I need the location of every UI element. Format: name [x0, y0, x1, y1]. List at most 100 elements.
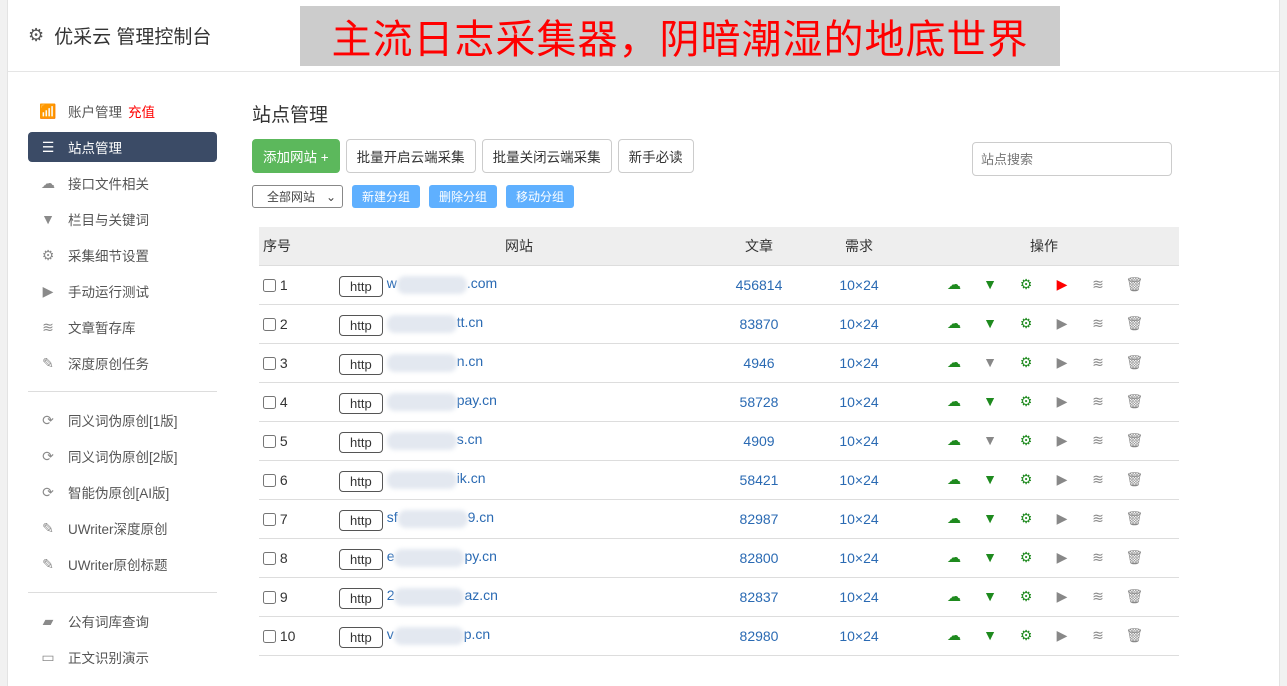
filter-icon[interactable]: ▼ — [983, 471, 997, 487]
article-count[interactable]: 83870 — [709, 304, 809, 344]
add-site-button[interactable]: 添加网站 + — [252, 139, 340, 173]
filter-icon[interactable]: ▼ — [983, 315, 997, 331]
row-checkbox[interactable] — [263, 396, 276, 410]
batch-enable-button[interactable]: 批量开启云端采集 — [345, 139, 476, 173]
cloud-upload-icon[interactable]: ☁ — [947, 315, 961, 331]
sidebar-item[interactable]: ✎ 深度原创任务 — [28, 345, 217, 381]
play-icon[interactable]: ▶ — [1056, 471, 1068, 487]
trash-icon[interactable]: 🗑 — [1125, 549, 1144, 565]
gears-icon[interactable]: ⚙ — [1019, 588, 1033, 604]
play-icon[interactable]: ▶ — [1056, 393, 1068, 409]
protocol-button[interactable]: http — [339, 315, 383, 336]
recharge-link[interactable]: 充值 — [128, 105, 155, 120]
play-icon[interactable]: ▶ — [1056, 510, 1068, 526]
row-checkbox[interactable] — [263, 630, 276, 644]
database-icon[interactable]: ≋ — [1092, 471, 1104, 487]
database-icon[interactable]: ≋ — [1092, 588, 1104, 604]
cloud-upload-icon[interactable]: ☁ — [947, 432, 961, 448]
gears-icon[interactable]: ⚙ — [1019, 393, 1033, 409]
protocol-button[interactable]: http — [339, 627, 383, 648]
row-checkbox[interactable] — [263, 279, 276, 293]
row-checkbox[interactable] — [263, 591, 276, 605]
database-icon[interactable]: ≋ — [1092, 432, 1104, 448]
gears-icon[interactable]: ⚙ — [1019, 471, 1033, 487]
guide-button[interactable]: 新手必读 — [617, 139, 694, 173]
site-link[interactable]: e py.cn — [387, 548, 497, 567]
database-icon[interactable]: ≋ — [1092, 627, 1104, 643]
cloud-upload-icon[interactable]: ☁ — [947, 510, 961, 526]
site-link[interactable]: ik.cn — [386, 470, 485, 489]
trash-icon[interactable]: 🗑 — [1125, 627, 1144, 643]
database-icon[interactable]: ≋ — [1092, 276, 1104, 292]
batch-disable-button[interactable]: 批量关闭云端采集 — [481, 139, 612, 173]
sidebar-item[interactable]: ▼ 栏目与关键词 — [28, 201, 217, 237]
article-count[interactable]: 82837 — [709, 577, 809, 617]
row-checkbox[interactable] — [263, 513, 276, 527]
row-checkbox[interactable] — [263, 357, 276, 371]
article-count[interactable]: 4909 — [709, 421, 809, 461]
gears-icon[interactable]: ⚙ — [1019, 276, 1033, 292]
filter-icon[interactable]: ▼ — [983, 549, 997, 565]
site-link[interactable]: w .com — [387, 275, 497, 294]
article-count[interactable]: 4946 — [709, 343, 809, 383]
sidebar-item[interactable]: ☰ 站点管理 — [28, 132, 217, 162]
protocol-button[interactable]: http — [339, 354, 383, 375]
database-icon[interactable]: ≋ — [1092, 315, 1104, 331]
row-checkbox[interactable] — [263, 318, 276, 332]
filter-icon[interactable]: ▼ — [983, 627, 997, 643]
demand[interactable]: 10×24 — [809, 577, 909, 617]
filter-icon[interactable]: ▼ — [983, 432, 997, 448]
database-icon[interactable]: ≋ — [1092, 510, 1104, 526]
demand[interactable]: 10×24 — [809, 382, 909, 422]
site-search-input[interactable] — [972, 142, 1172, 176]
sidebar-item[interactable]: ✎ UWriter深度原创 — [28, 510, 217, 546]
sidebar-item[interactable]: ✎ UWriter原创标题 — [28, 546, 217, 582]
sidebar-item[interactable]: ⟳ 智能伪原创[AI版] — [28, 474, 217, 510]
sidebar-item[interactable]: ≋ 文章暂存库 — [28, 309, 217, 345]
move-group-button[interactable]: 移动分组 — [506, 185, 575, 208]
play-icon[interactable]: ▶ — [1056, 432, 1068, 448]
site-link[interactable]: pay.cn — [386, 392, 497, 411]
sidebar-item[interactable]: ⚙ 采集细节设置 — [28, 237, 217, 273]
protocol-button[interactable]: http — [339, 549, 383, 570]
protocol-button[interactable]: http — [339, 588, 383, 609]
protocol-button[interactable]: http — [339, 471, 383, 492]
play-icon[interactable]: ▶ — [1056, 549, 1068, 565]
gears-icon[interactable]: ⚙ — [1019, 510, 1033, 526]
demand[interactable]: 10×24 — [809, 538, 909, 578]
demand[interactable]: 10×24 — [809, 460, 909, 500]
demand[interactable]: 10×24 — [809, 265, 909, 305]
protocol-button[interactable]: http — [339, 276, 383, 297]
demand[interactable]: 10×24 — [809, 421, 909, 461]
gears-icon[interactable]: ⚙ — [1019, 432, 1033, 448]
sidebar-item[interactable]: ▭ 正文识别演示 — [28, 639, 217, 675]
trash-icon[interactable]: 🗑 — [1125, 588, 1144, 604]
site-link[interactable]: sf 9.cn — [387, 509, 494, 528]
sidebar-item[interactable]: 📶 账户管理 充值 — [28, 93, 217, 129]
trash-icon[interactable]: 🗑 — [1125, 315, 1144, 331]
protocol-button[interactable]: http — [339, 432, 383, 453]
play-icon[interactable]: ▶ — [1056, 354, 1068, 370]
demand[interactable]: 10×24 — [809, 304, 909, 344]
filter-icon[interactable]: ▼ — [983, 393, 997, 409]
cloud-upload-icon[interactable]: ☁ — [947, 549, 961, 565]
gears-icon[interactable]: ⚙ — [1019, 315, 1033, 331]
demand[interactable]: 10×24 — [809, 499, 909, 539]
filter-icon[interactable]: ▼ — [983, 276, 997, 292]
trash-icon[interactable]: 🗑 — [1125, 432, 1144, 448]
cloud-upload-icon[interactable]: ☁ — [947, 471, 961, 487]
trash-icon[interactable]: 🗑 — [1125, 471, 1144, 487]
site-link[interactable]: 2 az.cn — [387, 587, 498, 606]
play-icon[interactable]: ▶ — [1056, 315, 1068, 331]
protocol-button[interactable]: http — [339, 510, 383, 531]
site-link[interactable]: tt.cn — [386, 314, 483, 333]
sidebar-item[interactable]: ▶ 手动运行测试 — [28, 273, 217, 309]
gears-icon[interactable]: ⚙ — [1019, 354, 1033, 370]
sidebar-item[interactable]: ⟳ 同义词伪原创[2版] — [28, 438, 217, 474]
article-count[interactable]: 82980 — [709, 616, 809, 656]
trash-icon[interactable]: 🗑 — [1125, 393, 1144, 409]
article-count[interactable]: 82987 — [709, 499, 809, 539]
play-icon[interactable]: ▶ — [1056, 627, 1068, 643]
play-icon[interactable]: ▶ — [1056, 276, 1068, 292]
demand[interactable]: 10×24 — [809, 343, 909, 383]
